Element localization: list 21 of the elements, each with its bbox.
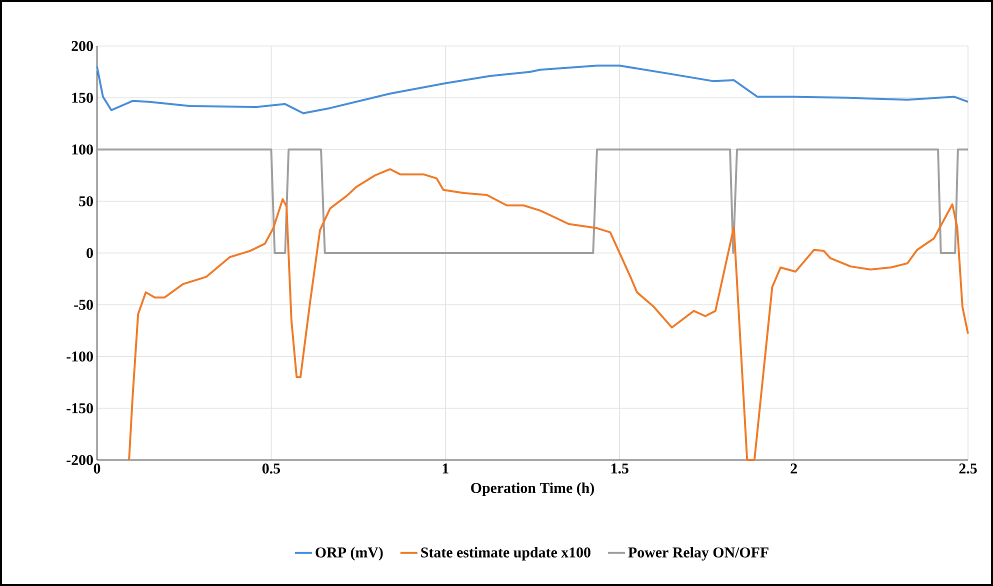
x-tick-label: 2.5 — [959, 464, 977, 474]
y-tick-label: 50 — [79, 196, 93, 206]
x-axis-title: Operation Time (h) — [471, 482, 594, 496]
x-tick-label: 1 — [442, 464, 448, 474]
x-tick-label: 2 — [790, 464, 797, 474]
legend-label: Power Relay ON/OFF — [628, 546, 768, 561]
y-tick-label: -100 — [66, 351, 93, 362]
legend-label: ORP (mV) — [316, 546, 383, 561]
line-series — [128, 168, 970, 461]
y-tick-label: -200 — [66, 454, 93, 466]
y-tick-label: 100 — [72, 144, 93, 155]
legend-label: State estimate update x100 — [421, 546, 590, 561]
y-tick-label: 200 — [72, 40, 93, 52]
y-tick-label: -50 — [74, 300, 93, 310]
line-series — [96, 64, 970, 114]
x-tick-label: 0 — [94, 464, 100, 474]
x-tick-label: 0.5 — [262, 464, 280, 474]
x-tick-label: 1.5 — [611, 464, 628, 474]
y-tick-label: 0 — [86, 248, 93, 258]
y-tick-label: -150 — [66, 403, 93, 414]
y-tick-label: 150 — [72, 92, 93, 103]
